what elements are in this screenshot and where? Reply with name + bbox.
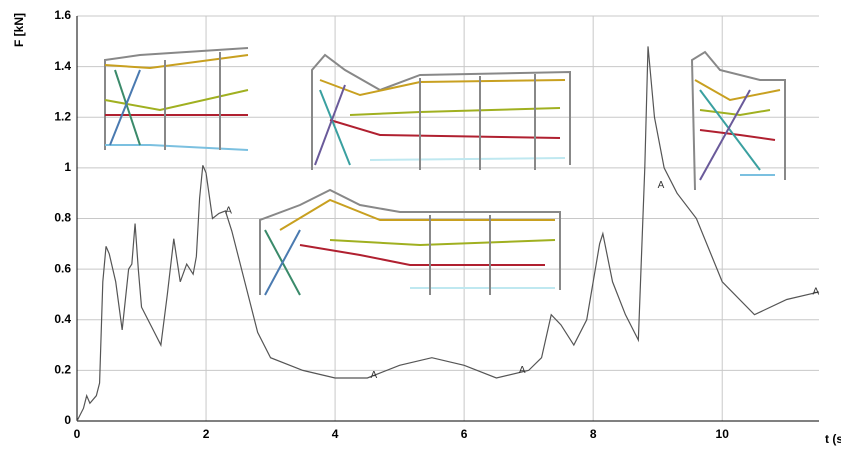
y-tick-label: 0.6 — [54, 261, 71, 275]
y-tick-label: 1.6 — [54, 8, 71, 22]
annotation: A — [658, 180, 665, 191]
inset-image — [312, 55, 570, 170]
inset-image — [105, 48, 248, 150]
annotation: A — [519, 365, 526, 376]
y-axis-label: F [kN] — [12, 13, 26, 47]
y-tick-label: 1.2 — [54, 109, 71, 123]
x-tick-label: 6 — [461, 427, 468, 441]
x-axis-label: t (s) — [825, 432, 841, 446]
x-tick-label: 8 — [590, 427, 597, 441]
x-tick-label: 4 — [332, 427, 339, 441]
inset-image — [692, 52, 785, 190]
x-tick-label: 0 — [74, 427, 81, 441]
annotation: A — [370, 370, 377, 381]
y-tick-label: 0.4 — [54, 312, 71, 326]
x-tick-label: 2 — [203, 427, 210, 441]
y-tick-label: 0.8 — [54, 211, 71, 225]
y-tick-label: 1.4 — [54, 59, 71, 73]
y-tick-label: 1 — [64, 160, 71, 174]
chart: t (s) F [kN] 0 0.2 0.4 0.6 0.8 1 1.2 1.4 1.6 0 2 4 6… — [0, 0, 841, 450]
annotation: A — [812, 287, 819, 298]
y-tick-label: 0 — [64, 413, 71, 427]
x-tick-label: 10 — [716, 427, 730, 441]
inset-image — [260, 190, 560, 295]
annotation: A — [225, 206, 232, 217]
y-tick-label: 0.2 — [54, 363, 71, 377]
grid — [77, 16, 819, 421]
